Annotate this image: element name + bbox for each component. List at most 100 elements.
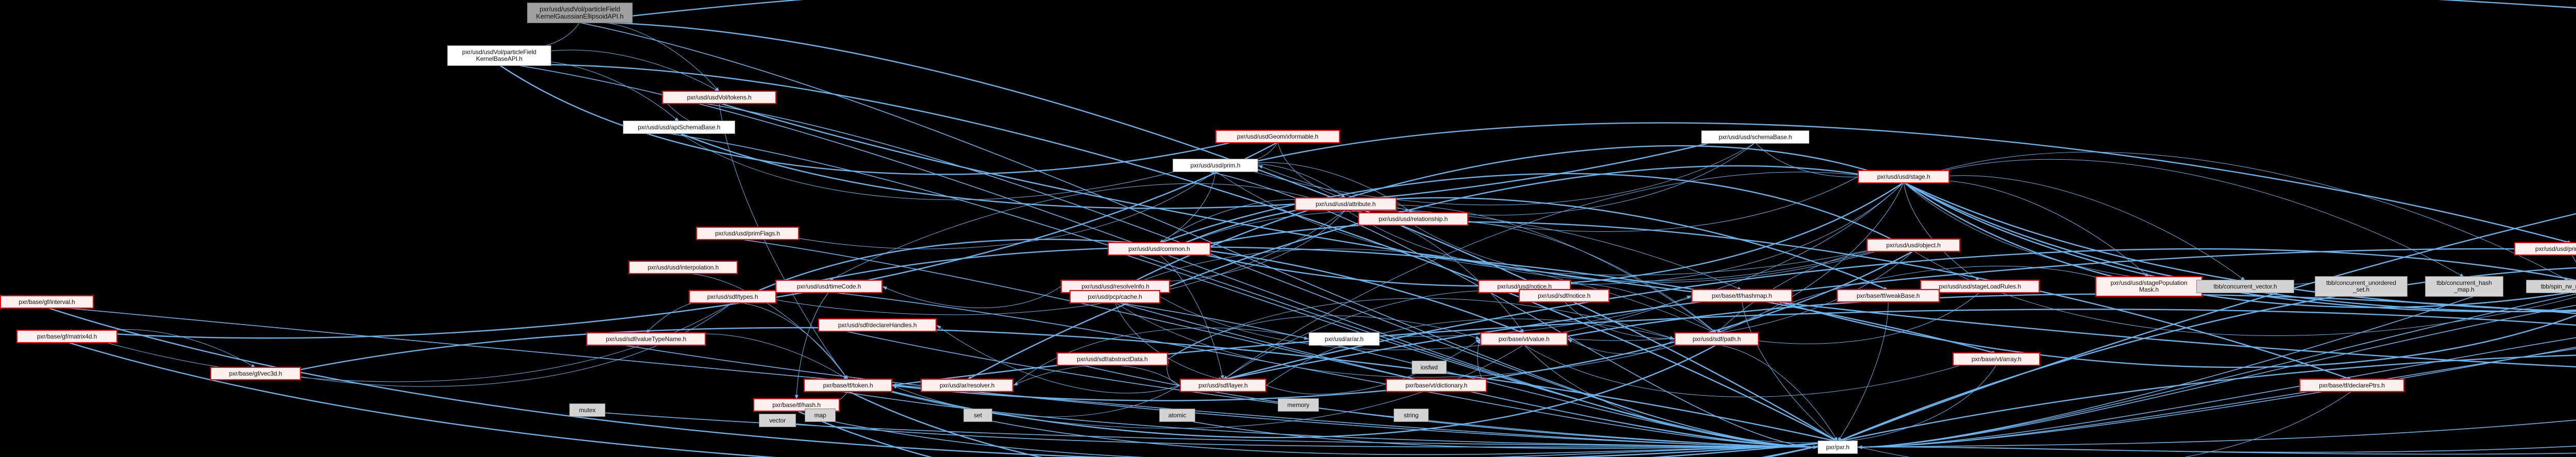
graph-node-tbbconcurrentvector[interactable]: tbb/concurrent_vector.h bbox=[2196, 280, 2294, 293]
graph-edge bbox=[1857, 346, 2576, 449]
graph-node-label: pxr/usd/usd/common.h bbox=[1128, 245, 1190, 252]
graph-node-arar[interactable]: pxr/usd/ar/ar.h bbox=[1309, 332, 1380, 346]
graph-node-sdfdeclareHandles[interactable]: pxr/usd/sdf/declareHandles.h bbox=[818, 318, 937, 332]
graph-edge bbox=[818, 325, 1818, 449]
graph-node-pxrh[interactable]: pxr/pxr.h bbox=[1818, 441, 1858, 454]
graph-node-label: pxr/usd/usd/attribute.h bbox=[1315, 200, 1376, 208]
graph-node-label: pxr/usd/usd/primTypeInfo.h bbox=[2535, 245, 2576, 252]
graph-node-mapstr[interactable]: map bbox=[805, 409, 836, 422]
graph-node-kbase[interactable]: pxr/usd/usdVol/particleField KernelBaseA… bbox=[447, 45, 551, 66]
graph-node-sdflayer[interactable]: pxr/usd/sdf/layer.h bbox=[1180, 379, 1266, 392]
graph-node-tbbconcurrentunorderedset[interactable]: tbb/concurrent_unordered _set.h bbox=[2315, 276, 2408, 297]
graph-node-label: pxr/usd/usd/interpolation.h bbox=[647, 263, 719, 271]
graph-node-apischemabase[interactable]: pxr/usd/usd/apiSchemaBase.h bbox=[623, 121, 735, 134]
graph-edge bbox=[1837, 301, 1889, 442]
graph-edge bbox=[892, 385, 1180, 417]
graph-node-label: pxr/usd/usd/notice.h bbox=[1497, 282, 1552, 290]
graph-node-usdattribute[interactable]: pxr/usd/usd/attribute.h bbox=[1295, 197, 1397, 211]
graph-node-usdstagePopulationMask[interactable]: pxr/usd/usd/stagePopulation Mask.h bbox=[2095, 276, 2202, 297]
graph-edge bbox=[499, 64, 1838, 443]
graph-edge bbox=[1716, 266, 2149, 334]
graph-node-label: pxr/base/tf/hashmap.h bbox=[1711, 292, 1772, 299]
graph-node-gfvec3d[interactable]: pxr/base/gf/vec3d.h bbox=[210, 367, 301, 380]
graph-node-usdrelationship[interactable]: pxr/usd/usd/relationship.h bbox=[1358, 212, 1468, 226]
graph-node-vtdictionary[interactable]: pxr/base/vt/dictionary.h bbox=[1386, 379, 1487, 392]
graph-node-vtvalue[interactable]: pxr/base/vt/value.h bbox=[1480, 332, 1568, 346]
graph-edge bbox=[1413, 224, 1914, 283]
graph-edge bbox=[1837, 354, 2576, 443]
graph-edge bbox=[586, 338, 1818, 449]
graph-node-tbbconcurrenthashmap[interactable]: tbb/concurrent_hash _map.h bbox=[2425, 276, 2503, 297]
graph-node-sdfnotice[interactable]: pxr/usd/sdf/notice.h bbox=[1519, 289, 1609, 302]
graph-edge bbox=[1857, 445, 2576, 453]
graph-node-arresolver[interactable]: pxr/usd/ar/resolver.h bbox=[921, 379, 1013, 392]
graph-edge bbox=[1345, 205, 1717, 334]
graph-node-label: pxr/usd/usdVol/tokens.h bbox=[687, 93, 752, 101]
graph-node-usdinterpolation[interactable]: pxr/usd/usd/interpolation.h bbox=[629, 261, 738, 274]
graph-node-usdprim[interactable]: pxr/usd/usd/prim.h bbox=[1173, 159, 1258, 172]
graph-node-sdfabstractData[interactable]: pxr/usd/sdf/abstractData.h bbox=[1057, 352, 1168, 366]
graph-node-usdprimTypeInfo[interactable]: pxr/usd/usd/primTypeInfo.h bbox=[2514, 242, 2576, 256]
graph-node-label: pxr/usd/ar/ar.h bbox=[1325, 335, 1364, 343]
graph-node-label: atomic bbox=[1168, 411, 1187, 419]
graph-edge bbox=[794, 292, 829, 400]
graph-node-gfinterval[interactable]: pxr/base/gf/interval.h bbox=[0, 295, 94, 309]
graph-edge bbox=[963, 415, 1818, 455]
graph-edge bbox=[1345, 209, 1914, 281]
graph-edge bbox=[1857, 286, 2504, 449]
graph-node-setstr[interactable]: set bbox=[963, 409, 992, 422]
graph-edge bbox=[499, 64, 1278, 175]
graph-node-tfweakbase[interactable]: pxr/base/tf/weakBase.h bbox=[1837, 289, 1940, 302]
graph-edge bbox=[1277, 142, 1346, 199]
graph-edge bbox=[1837, 213, 2576, 443]
graph-node-label: pxr/usd/usd/apiSchemaBase.h bbox=[637, 123, 721, 131]
graph-node-label: pxr/base/gf/interval.h bbox=[19, 298, 75, 306]
graph-node-vtarray[interactable]: pxr/base/vt/array.h bbox=[1953, 352, 2040, 366]
graph-edge bbox=[1258, 165, 1858, 232]
graph-node-pcpcache[interactable]: pxr/usd/pcp/cache.h bbox=[1070, 290, 1160, 303]
graph-edge bbox=[679, 130, 1756, 209]
graph-node-sdftypes[interactable]: pxr/usd/sdf/types.h bbox=[689, 290, 776, 303]
graph-edge bbox=[1160, 295, 1692, 350]
graph-edge bbox=[1567, 338, 1675, 354]
graph-node-label: vector bbox=[769, 416, 786, 424]
graph-node-tfdeclarePtrs[interactable]: pxr/base/tf/declarePtrs.h bbox=[2299, 379, 2404, 392]
graph-node-root[interactable]: pxr/usd/usdVol/particleField KernelGauss… bbox=[527, 3, 633, 23]
graph-node-tfhashmap[interactable]: pxr/base/tf/hashmap.h bbox=[1691, 289, 1792, 302]
graph-node-atomic[interactable]: atomic bbox=[1159, 409, 1195, 422]
graph-node-label: pxr/pxr.h bbox=[1826, 443, 1850, 451]
graph-node-gfmatrix4d[interactable]: pxr/base/gf/matrix4d.h bbox=[16, 330, 117, 343]
graph-node-label: pxr/usd/sdf/abstractData.h bbox=[1077, 355, 1148, 363]
graph-edge bbox=[1716, 344, 1838, 442]
graph-edge bbox=[1345, 209, 1524, 334]
graph-node-label: pxr/base/tf/weakBase.h bbox=[1856, 292, 1920, 299]
graph-edge bbox=[1837, 364, 1997, 444]
graph-node-memorystr[interactable]: memory bbox=[1278, 398, 1319, 412]
graph-node-usdobject[interactable]: pxr/usd/usd/object.h bbox=[1867, 239, 1960, 252]
graph-node-mutexstr[interactable]: mutex bbox=[569, 403, 605, 417]
graph-node-usdstage[interactable]: pxr/usd/usd/stage.h bbox=[1858, 170, 1950, 183]
graph-node-vectorstr[interactable]: vector bbox=[759, 414, 796, 427]
graph-node-usdvoltokens[interactable]: pxr/usd/usdVol/tokens.h bbox=[662, 91, 776, 104]
graph-node-usdcommon[interactable]: pxr/usd/usd/common.h bbox=[1108, 242, 1211, 256]
graph-node-usdprimFlags[interactable]: pxr/usd/usd/primFlags.h bbox=[696, 227, 799, 240]
graph-node-stringstr[interactable]: string bbox=[1394, 409, 1429, 422]
graph-node-label: set bbox=[974, 411, 982, 419]
graph-node-schemabase[interactable]: pxr/usd/usd/schemaBase.h bbox=[1701, 130, 1809, 144]
graph-edge bbox=[1159, 173, 1914, 252]
graph-edge bbox=[882, 286, 1061, 309]
graph-node-tbbspinrwmutex[interactable]: tbb/spin_rw_mutex.h bbox=[2526, 280, 2576, 293]
graph-edge bbox=[1857, 348, 2576, 449]
graph-node-usdgeomxformable[interactable]: pxr/usd/usdGeom/xformable.h bbox=[1215, 130, 1340, 143]
graph-node-label: pxr/usd/usd/primFlags.h bbox=[715, 229, 780, 237]
graph-node-sdfpath[interactable]: pxr/usd/sdf/path.h bbox=[1674, 332, 1759, 346]
graph-node-sdfvalueTypeName[interactable]: pxr/usd/sdf/valueTypeName.h bbox=[586, 332, 706, 346]
graph-node-usdtimeCode[interactable]: pxr/usd/usd/timeCode.h bbox=[775, 280, 883, 293]
graph-edge bbox=[1903, 159, 2465, 278]
graph-node-tftoken[interactable]: pxr/base/tf/token.h bbox=[804, 379, 892, 392]
graph-node-label: pxr/usd/usd/relationship.h bbox=[1378, 215, 1448, 223]
graph-edge bbox=[848, 250, 1914, 401]
graph-edge bbox=[1523, 293, 2576, 346]
graph-edge bbox=[255, 327, 1838, 443]
graph-node-iosfwd[interactable]: iosfwd bbox=[1412, 361, 1447, 374]
